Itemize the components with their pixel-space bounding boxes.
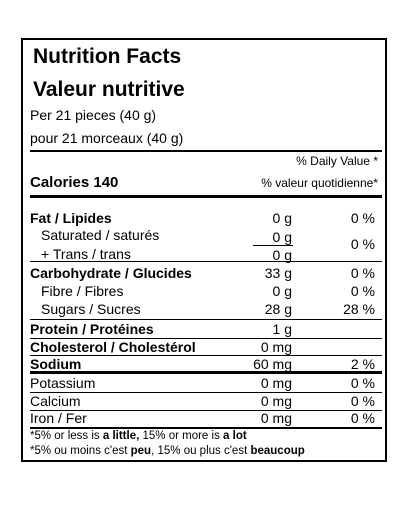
- footnote-emphasis: beaucoup: [250, 445, 305, 457]
- row-divider: [30, 338, 382, 339]
- protein-label: Protein / Protéines: [30, 321, 154, 337]
- thick-divider: [30, 150, 382, 152]
- iron-daily-value: 0 %: [350, 410, 375, 426]
- nutrition-facts-panel: Nutrition Facts Valeur nutritive Per 21 …: [21, 38, 387, 462]
- footnote-text: , 15% ou plus c'est: [151, 445, 251, 457]
- sugars-daily-value: 28 %: [343, 301, 375, 317]
- footnote-text: *5% or less is: [30, 430, 103, 442]
- thick-divider: [30, 371, 382, 374]
- saturated-fat-label: Saturated / saturés: [41, 227, 160, 243]
- calories-label: Calories 140: [30, 174, 119, 191]
- thick-divider: [30, 195, 382, 198]
- row-divider: [30, 319, 382, 320]
- sugars-amount: 28 g: [264, 301, 292, 317]
- iron-amount: 0 mg: [260, 410, 292, 426]
- protein-amount: 1 g: [272, 321, 292, 337]
- calcium-amount: 0 mg: [260, 393, 292, 409]
- row-divider: [30, 392, 382, 393]
- footnote-emphasis: a little,: [102, 430, 140, 442]
- trans-fat-amount: 0 g: [272, 247, 292, 263]
- fibre-label: Fibre / Fibres: [41, 283, 124, 299]
- daily-value-header-english: % Daily Value *: [296, 154, 378, 168]
- footnote-text: *5% ou moins c'est: [30, 445, 131, 457]
- carbohydrate-amount: 33 g: [264, 265, 292, 281]
- sugars-label: Sugars / Sucres: [41, 301, 141, 317]
- daily-value-header-french: % valeur quotidienne*: [261, 176, 378, 190]
- potassium-label: Potassium: [30, 375, 96, 391]
- footnote-french: *5% ou moins c'est peu, 15% ou plus c'es…: [30, 445, 305, 457]
- potassium-amount: 0 mg: [260, 375, 292, 391]
- footnote-emphasis: a lot: [223, 430, 247, 442]
- sodium-daily-value: 2 %: [350, 356, 375, 372]
- serving-size-english: Per 21 pieces (40 g): [30, 107, 157, 123]
- fibre-daily-value: 0 %: [350, 283, 375, 299]
- calcium-label: Calcium: [30, 393, 81, 409]
- iron-label: Iron / Fer: [30, 410, 87, 426]
- fat-amount: 0 g: [272, 210, 292, 226]
- row-divider: [30, 355, 382, 356]
- footnote-text: 15% or more is: [139, 430, 224, 442]
- saturated-fat-amount: 0 g: [272, 229, 292, 245]
- thick-divider: [30, 427, 382, 429]
- serving-size-french: pour 21 morceaux (40 g): [30, 130, 184, 146]
- footnote-english: *5% or less is a little, 15% or more is …: [30, 430, 247, 442]
- title-english: Nutrition Facts: [33, 45, 182, 68]
- row-divider: [30, 261, 382, 262]
- cholesterol-label: Cholesterol / Cholestérol: [30, 339, 196, 355]
- calcium-daily-value: 0 %: [350, 393, 375, 409]
- fibre-amount: 0 g: [272, 283, 292, 299]
- carbohydrate-label: Carbohydrate / Glucides: [30, 265, 192, 281]
- row-divider: [30, 410, 382, 411]
- potassium-daily-value: 0 %: [350, 375, 375, 391]
- saturated-trans-daily-value: 0 %: [350, 236, 375, 252]
- cholesterol-amount: 0 mg: [260, 339, 292, 355]
- sodium-amount: 60 mg: [253, 356, 292, 372]
- fat-label: Fat / Lipides: [30, 210, 112, 226]
- footnote-emphasis: peu: [130, 445, 152, 457]
- trans-fat-label: + Trans / trans: [41, 246, 131, 262]
- fat-daily-value: 0 %: [350, 210, 375, 226]
- amount-divider: [253, 245, 293, 246]
- title-french: Valeur nutritive: [33, 78, 185, 101]
- sodium-label: Sodium: [30, 356, 82, 372]
- carbohydrate-daily-value: 0 %: [350, 265, 375, 281]
